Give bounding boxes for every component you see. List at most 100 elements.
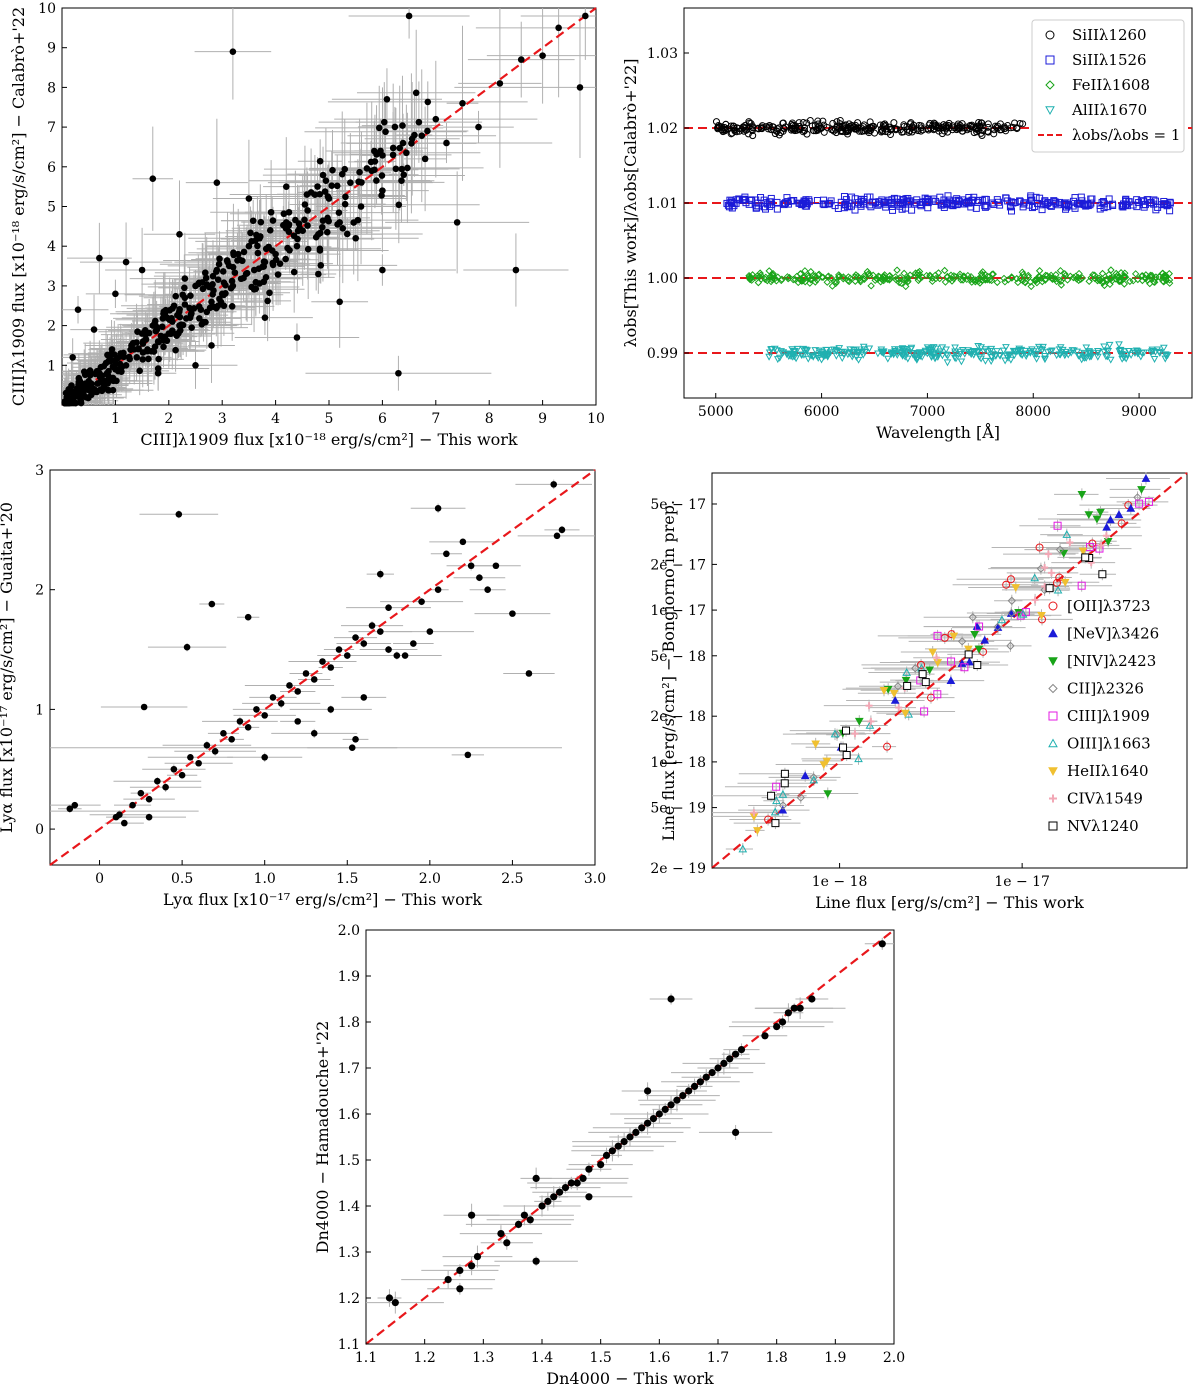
- data-point: [934, 269, 943, 277]
- data-point: [421, 155, 429, 163]
- data-point: [360, 694, 368, 701]
- data-point: [293, 334, 301, 341]
- data-point: [813, 352, 822, 360]
- data-point: [293, 242, 301, 250]
- y-tick-label: 0: [35, 822, 44, 838]
- data-point: [795, 119, 803, 127]
- data-point: [392, 165, 400, 173]
- data-point: [808, 122, 816, 130]
- data-point: [1019, 203, 1027, 211]
- data-point: [784, 1009, 793, 1017]
- data-point: [267, 208, 275, 216]
- data-point: [304, 222, 311, 229]
- data-point: [1151, 275, 1159, 284]
- data-point: [1074, 273, 1082, 282]
- y-tick-label: 1.1: [338, 1337, 360, 1353]
- data-point: [947, 271, 955, 279]
- data-point: [964, 645, 973, 654]
- data-point: [933, 659, 943, 667]
- data-point: [1121, 273, 1129, 281]
- data-point: [803, 119, 811, 127]
- data-point: [1087, 199, 1095, 207]
- data-point: [1053, 521, 1062, 530]
- data-point: [86, 367, 94, 374]
- data-point: [236, 718, 244, 725]
- chart-lambda: SiIIλ1260 SiIIλ1526 FeIIλ1608 AlIIλ1670 λobs…: [621, 7, 1193, 442]
- data-point: [723, 199, 731, 207]
- data-point: [765, 353, 773, 361]
- data-point: [1159, 277, 1167, 285]
- data-point: [954, 124, 962, 132]
- data-point: [216, 255, 223, 263]
- data-point: [459, 99, 466, 107]
- data-point: [181, 301, 189, 308]
- data-point: [142, 336, 150, 343]
- data-point: [889, 349, 897, 357]
- data-point: [1103, 537, 1113, 546]
- data-point: [935, 274, 944, 283]
- data-point: [254, 249, 262, 257]
- data-point: [80, 368, 88, 375]
- data-point: [1037, 274, 1046, 282]
- x-tick-label: 1.7: [707, 1350, 729, 1366]
- legend-marker: [1048, 657, 1058, 667]
- data-point: [532, 1257, 540, 1265]
- data-point: [1118, 202, 1126, 210]
- data-point: [1093, 347, 1102, 355]
- legend-label: HeIIλ1640: [1067, 762, 1149, 780]
- data-point: [799, 199, 807, 207]
- data-point: [983, 275, 992, 284]
- data-point: [162, 783, 169, 791]
- x-tick-label: 10: [587, 411, 605, 427]
- data-point: [854, 348, 863, 356]
- data-point: [294, 688, 302, 695]
- data-point: [343, 652, 351, 659]
- data-point: [883, 355, 892, 363]
- data-point: [1106, 274, 1114, 283]
- data-point: [1117, 519, 1126, 528]
- x-tick-label: 0: [95, 871, 104, 887]
- data-point: [104, 351, 111, 359]
- data-point: [228, 277, 236, 285]
- data-point: [1052, 578, 1061, 587]
- data-point: [835, 271, 843, 279]
- data-point: [323, 228, 331, 236]
- data-point: [924, 204, 932, 212]
- data-point: [145, 355, 152, 363]
- data-point: [1127, 351, 1135, 359]
- data-point: [765, 123, 773, 131]
- data-point: [1067, 349, 1076, 357]
- legend-label: λobs/λobs = 1: [1072, 126, 1180, 144]
- data-point: [1131, 270, 1140, 278]
- data-point: [885, 272, 893, 280]
- data-point: [984, 272, 992, 281]
- data-point: [988, 354, 996, 362]
- x-tick-label: 9000: [1121, 404, 1157, 420]
- data-point: [801, 267, 809, 275]
- data-point: [948, 277, 956, 285]
- x-axis-label: Line flux [erg/s/cm²] − This work: [815, 893, 1084, 912]
- data-point: [942, 351, 951, 359]
- data-point: [1007, 596, 1017, 605]
- data-point: [867, 282, 875, 290]
- data-point: [154, 365, 162, 372]
- x-tick-label: 3: [218, 411, 227, 427]
- data-point: [1160, 197, 1168, 205]
- data-point: [946, 676, 956, 684]
- data-point: [838, 355, 847, 363]
- data-point: [984, 127, 992, 135]
- data-point: [1061, 270, 1069, 278]
- data-point: [752, 196, 760, 204]
- data-point: [1081, 553, 1090, 562]
- x-tick-label: 1.8: [766, 1350, 788, 1366]
- data-point: [714, 1064, 722, 1072]
- data-point: [152, 327, 160, 335]
- data-point: [890, 119, 898, 127]
- data-point: [424, 98, 432, 106]
- data-point: [1090, 271, 1099, 279]
- data-point: [1142, 271, 1150, 279]
- data-point: [1062, 530, 1072, 538]
- data-point: [1007, 608, 1016, 618]
- data-point: [1094, 349, 1102, 357]
- y-tick-label: 2e − 17: [650, 557, 706, 573]
